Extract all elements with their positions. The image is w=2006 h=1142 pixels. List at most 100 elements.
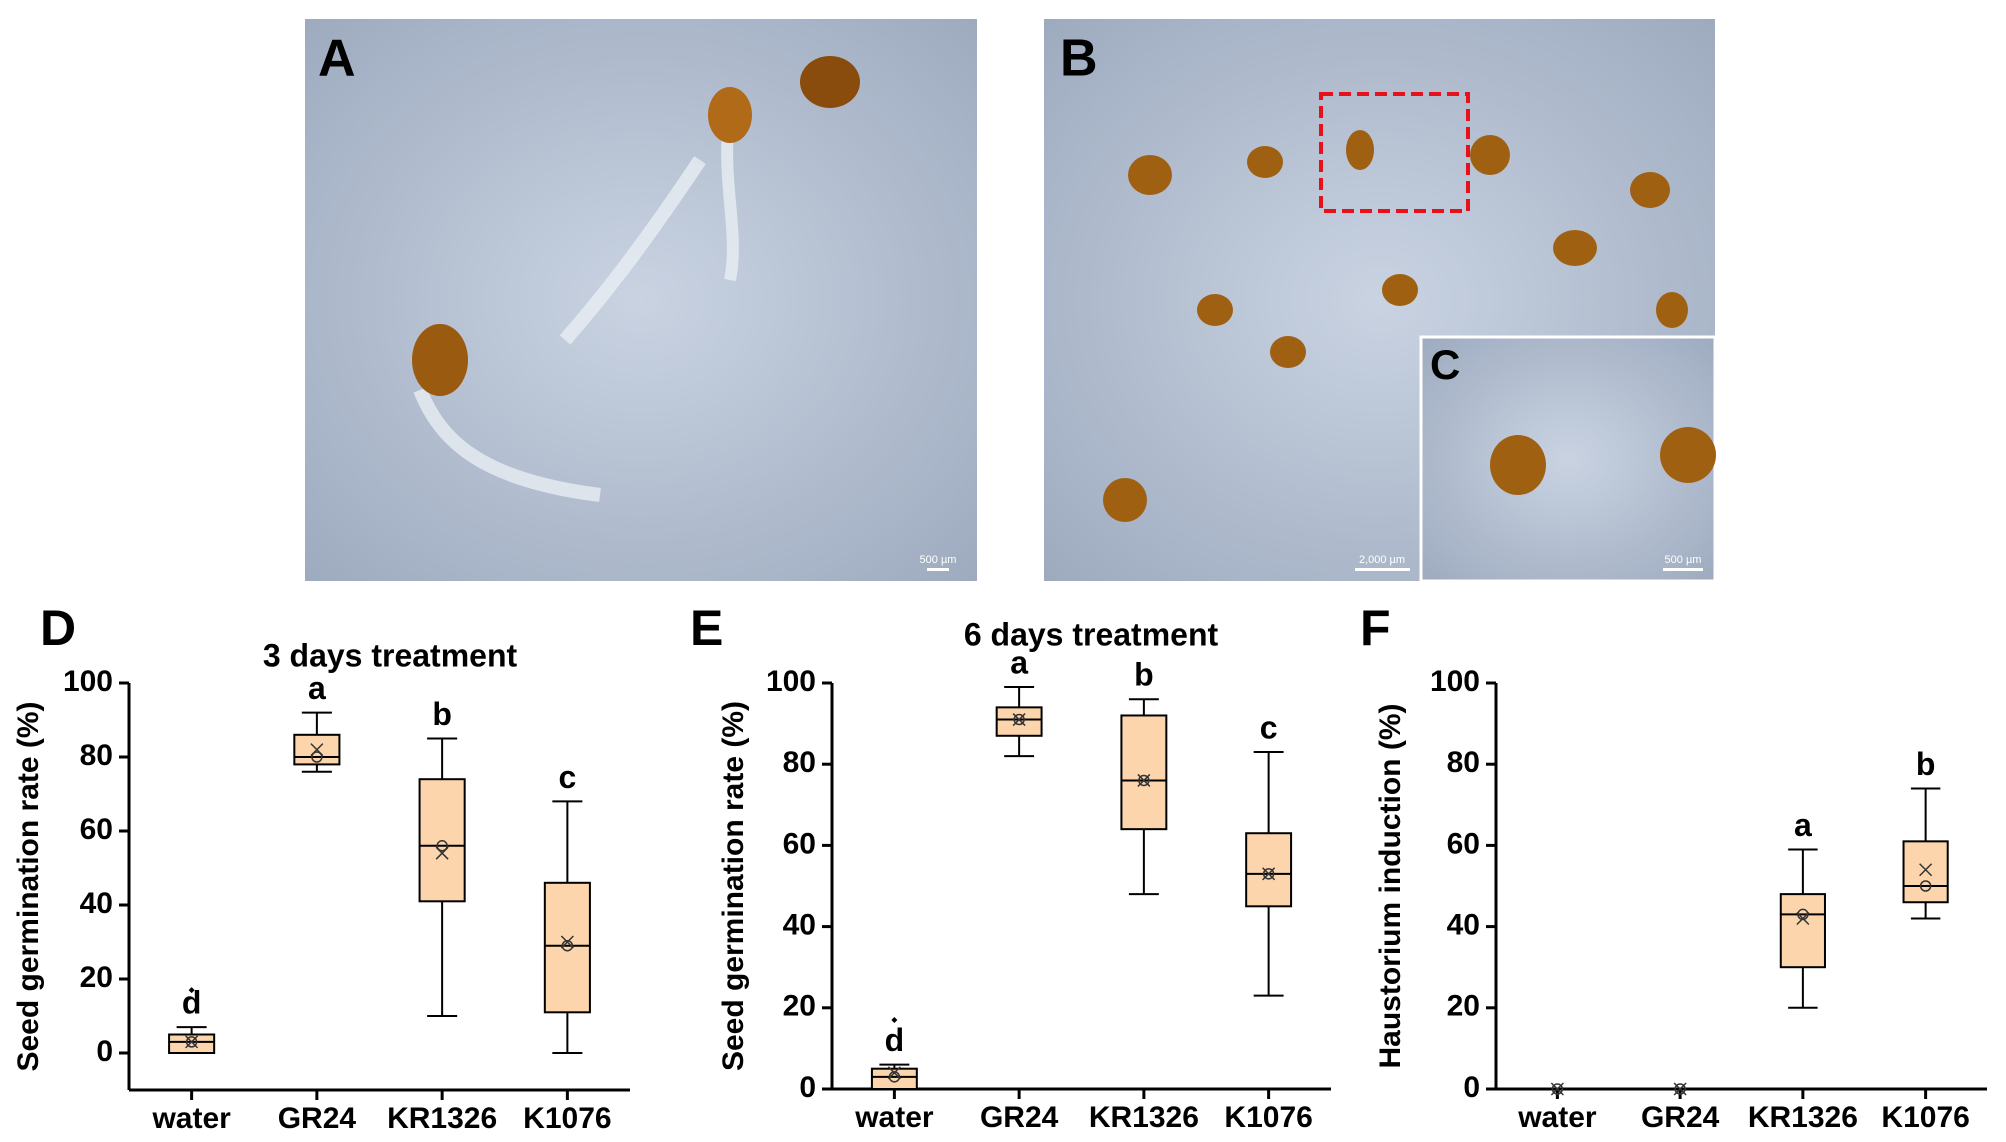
mean-marker	[1919, 863, 1933, 877]
seed	[1270, 336, 1306, 368]
box	[870, 1067, 918, 1090]
y-tick-label: 0	[799, 1071, 816, 1104]
mean-marker	[887, 1066, 901, 1080]
y-tick-label: 80	[1447, 746, 1480, 779]
box	[1902, 840, 1949, 904]
y-tick-label: 60	[783, 827, 816, 860]
y-tick-label: 100	[1430, 665, 1480, 698]
x-tick-label: K1076	[523, 1102, 611, 1135]
significance-letter: c	[1260, 709, 1278, 745]
box	[1120, 714, 1168, 831]
box	[1779, 893, 1826, 969]
box	[1245, 832, 1293, 908]
outlier	[188, 987, 195, 994]
median-marker	[1262, 868, 1275, 880]
scale-bar	[1663, 568, 1703, 571]
significance-letter: d	[182, 985, 202, 1021]
median-marker	[1013, 713, 1025, 726]
panel-label: B	[1060, 30, 1098, 88]
chart-title: 6 days treatment	[964, 616, 1219, 652]
y-tick-label: 40	[80, 887, 113, 920]
y-tick-label: 80	[783, 746, 816, 779]
y-tick-label: 60	[1447, 827, 1480, 860]
significance-letter: a	[1010, 645, 1028, 681]
box	[543, 881, 591, 1014]
panel-label: F	[1360, 600, 1391, 656]
panel-label: C	[1430, 341, 1460, 388]
y-tick-label: 60	[80, 813, 113, 846]
panel-label: D	[40, 600, 76, 656]
y-tick-label: 20	[1447, 990, 1480, 1023]
seed	[412, 324, 468, 396]
seedling	[559, 156, 706, 345]
mean-marker	[310, 743, 324, 757]
y-axis-label: Seed germination rate (%)	[12, 701, 45, 1071]
x-tick-label: K1076	[1224, 1101, 1312, 1134]
y-tick-label: 20	[80, 961, 113, 994]
box-chart: F Haustorium induction (%) 0 20 40 60 80 100 wat…	[1360, 600, 1987, 1134]
box-chart: E 6 days treatment Seed germination rate (…	[690, 600, 1331, 1134]
y-tick-label: 40	[783, 909, 816, 942]
significance-letter: b	[1134, 657, 1154, 693]
median-marker	[1138, 774, 1150, 787]
median-marker	[1919, 880, 1932, 892]
scale-bar-label: 500 µm	[1665, 554, 1702, 566]
y-tick-label: 100	[63, 665, 113, 698]
x-tick-label: KR1326	[387, 1102, 497, 1135]
outlier	[891, 1016, 898, 1023]
x-tick-label: GR24	[278, 1102, 357, 1135]
photo-b: B C 2,000 µm 500 µm	[1044, 19, 1717, 583]
seed	[1470, 135, 1510, 175]
significance-letter: a	[308, 670, 326, 706]
scale-bar-label: 500 µm	[920, 554, 957, 566]
y-tick-label: 40	[1447, 909, 1480, 942]
panel-label: E	[690, 600, 723, 656]
seed	[1490, 435, 1546, 495]
box-chart: D 3 days treatment Seed germination rate (…	[12, 600, 630, 1135]
x-tick-label: K1076	[1881, 1101, 1969, 1134]
significance-letter: d	[885, 1022, 905, 1058]
panel-label: A	[318, 30, 356, 88]
chart-title: 3 days treatment	[263, 637, 518, 673]
seed	[1197, 294, 1233, 326]
mean-marker	[1673, 1082, 1687, 1096]
seedling	[413, 387, 601, 502]
seed	[708, 87, 752, 143]
mean-marker	[1550, 1082, 1564, 1096]
mean-marker	[560, 935, 574, 949]
x-tick-label: GR24	[1641, 1101, 1720, 1134]
seed	[1247, 146, 1283, 178]
significance-letter: a	[1794, 807, 1812, 843]
median-marker	[1551, 1083, 1564, 1095]
mean-marker	[435, 846, 449, 860]
seed	[1630, 172, 1670, 208]
x-tick-label: water	[151, 1102, 231, 1135]
x-tick-label: GR24	[980, 1101, 1059, 1134]
median-marker	[1674, 1083, 1686, 1095]
median-marker	[436, 840, 448, 852]
y-tick-label: 80	[80, 739, 113, 772]
y-tick-label: 100	[766, 665, 816, 698]
median-marker	[311, 751, 323, 763]
y-axis-label: Seed germination rate (%)	[717, 701, 750, 1071]
seed	[1128, 155, 1172, 195]
median-marker	[561, 939, 574, 952]
mean-marker	[185, 1035, 199, 1049]
y-tick-label: 0	[1463, 1071, 1480, 1104]
seed	[1103, 478, 1147, 522]
seed	[1346, 130, 1374, 170]
significance-letter: c	[558, 759, 576, 795]
median-marker	[185, 1036, 198, 1048]
y-tick-label: 20	[783, 990, 816, 1023]
x-tick-label: KR1326	[1748, 1101, 1858, 1134]
seed	[1660, 427, 1716, 483]
significance-letter: b	[1916, 746, 1936, 782]
photo-a: A 500 µm	[305, 19, 977, 581]
seed	[1382, 274, 1418, 306]
scale-bar	[1355, 568, 1410, 571]
significance-letter: b	[432, 696, 452, 732]
zoom-box	[1319, 92, 1470, 213]
x-tick-label: KR1326	[1089, 1101, 1199, 1134]
x-tick-label: water	[1517, 1101, 1597, 1134]
